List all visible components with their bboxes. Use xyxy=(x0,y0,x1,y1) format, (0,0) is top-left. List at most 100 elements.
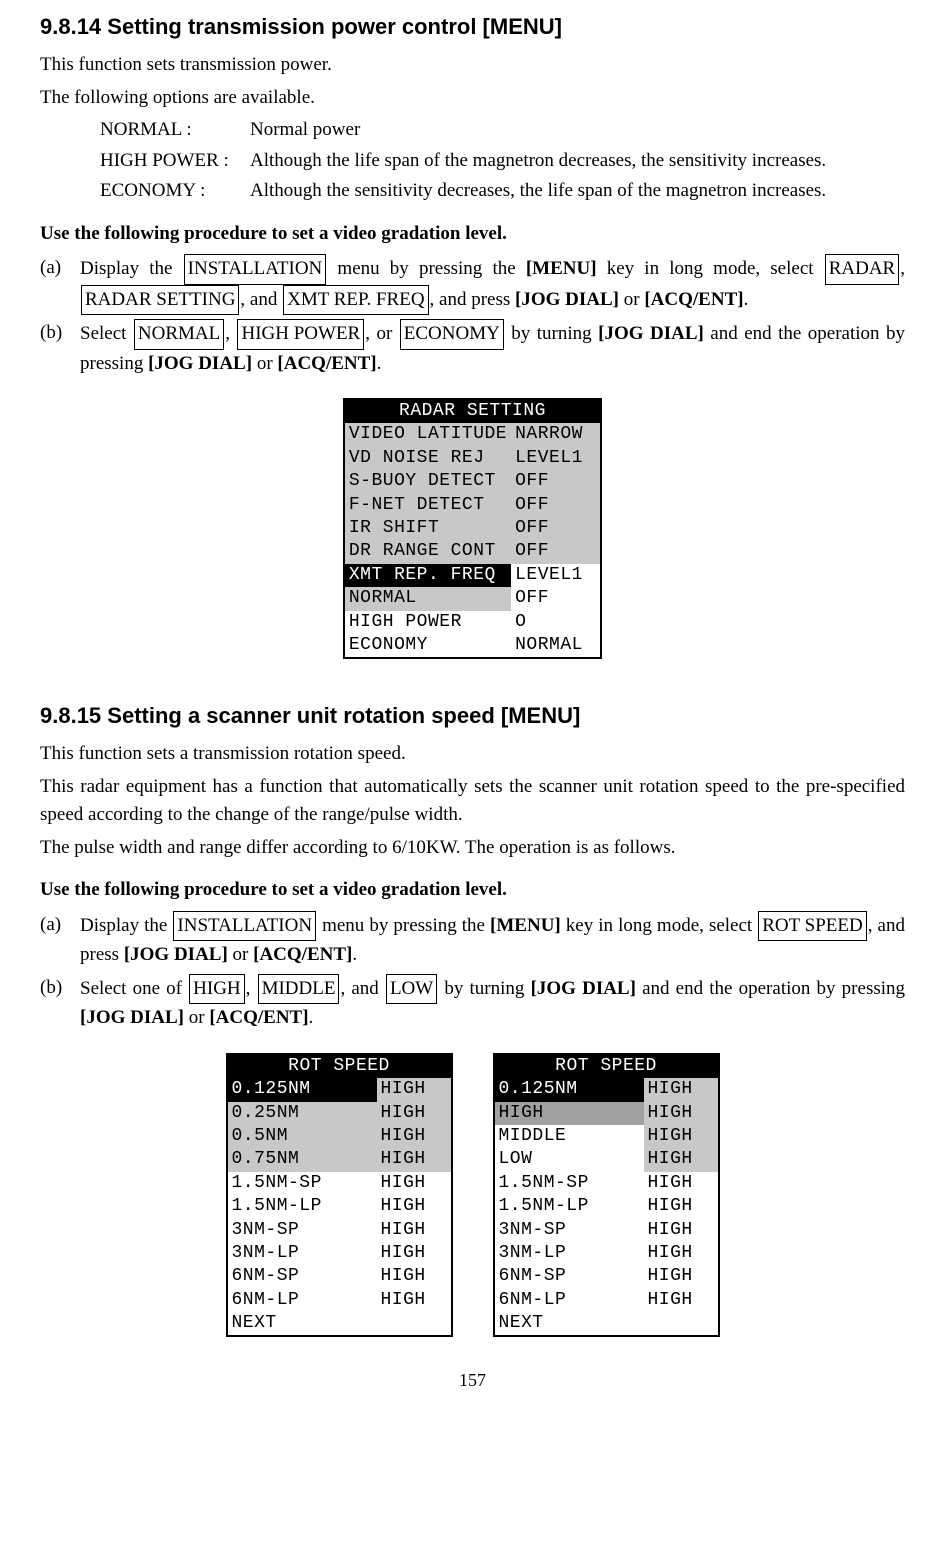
table-cell: 1.5NM-SP xyxy=(227,1172,377,1195)
step-text: Select one of HIGH, MIDDLE, and LOW by t… xyxy=(80,974,905,1033)
key-ref: [MENU] xyxy=(490,915,561,936)
intro-text: The pulse width and range differ accordi… xyxy=(40,834,905,863)
option-label: ECONOMY : xyxy=(100,177,250,206)
table-row: ECONOMYNORMAL xyxy=(344,634,601,658)
table-cell: NARROW xyxy=(511,423,601,446)
step-row: (b) Select NORMAL, HIGH POWER, or ECONOM… xyxy=(40,319,905,378)
menu-box: ROT SPEED xyxy=(758,911,866,942)
table-row: 1.5NM-LPHIGH xyxy=(494,1195,719,1218)
table-cell: VIDEO LATITUDE xyxy=(344,423,511,446)
intro-text: The following options are available. xyxy=(40,84,905,113)
table-cell: 1.5NM-LP xyxy=(227,1195,377,1218)
table-cell: 0.125NM xyxy=(227,1078,377,1101)
table-header: ROT SPEED xyxy=(227,1054,452,1078)
step-text: Select NORMAL, HIGH POWER, or ECONOMY by… xyxy=(80,319,905,378)
table-cell: 0.75NM xyxy=(227,1148,377,1171)
step-row: (a) Display the INSTALLATION menu by pre… xyxy=(40,254,905,315)
menu-box: LOW xyxy=(386,974,437,1005)
table-row: NEXT xyxy=(227,1312,452,1336)
table-row: 6NM-SPHIGH xyxy=(227,1265,452,1288)
table-cell: 3NM-SP xyxy=(494,1219,644,1242)
step-text: Display the INSTALLATION menu by pressin… xyxy=(80,254,905,315)
table-cell: NEXT xyxy=(227,1312,377,1336)
menu-box: HIGH xyxy=(189,974,245,1005)
intro-text: This radar equipment has a function that… xyxy=(40,773,905,830)
section-title-2: 9.8.15 Setting a scanner unit rotation s… xyxy=(40,699,905,732)
table-row: 0.125NMHIGH xyxy=(494,1078,719,1101)
table-row: 0.125NMHIGH xyxy=(227,1078,452,1101)
table-cell: HIGH xyxy=(377,1125,452,1148)
key-ref: [JOG DIAL] xyxy=(80,1007,184,1028)
table-row: 1.5NM-LPHIGH xyxy=(227,1195,452,1218)
table-cell: 6NM-SP xyxy=(227,1265,377,1288)
step-label: (b) xyxy=(40,974,80,1033)
table-cell: O xyxy=(511,611,601,634)
table-row: 0.5NMHIGH xyxy=(227,1125,452,1148)
key-ref: [MENU] xyxy=(526,258,597,279)
step-label: (a) xyxy=(40,254,80,315)
table-header: ROT SPEED xyxy=(494,1054,719,1078)
table-cell: HIGH xyxy=(644,1219,719,1242)
table-cell: LOW xyxy=(494,1148,644,1171)
key-ref: [ACQ/ENT] xyxy=(253,944,352,965)
table-cell: HIGH xyxy=(377,1195,452,1218)
table-cell: HIGH xyxy=(377,1078,452,1101)
table-row: 0.75NMHIGH xyxy=(227,1148,452,1171)
table-row: F-NET DETECTOFF xyxy=(344,494,601,517)
table-cell: HIGH xyxy=(377,1219,452,1242)
key-ref: [JOG DIAL] xyxy=(598,323,704,344)
table-cell: HIGH xyxy=(644,1148,719,1171)
table-cell: 1.5NM-LP xyxy=(494,1195,644,1218)
table-cell: OFF xyxy=(511,494,601,517)
key-ref: [JOG DIAL] xyxy=(148,353,252,374)
table-cell: 3NM-LP xyxy=(227,1242,377,1265)
table-cell: HIGH xyxy=(644,1102,719,1125)
table-row: DR RANGE CONTOFF xyxy=(344,540,601,563)
table-row: MIDDLEHIGH xyxy=(494,1125,719,1148)
table-cell: HIGH xyxy=(644,1242,719,1265)
table-row: 6NM-LPHIGH xyxy=(227,1289,452,1312)
rot-speed-table-1: ROT SPEED 0.125NMHIGH0.25NMHIGH0.5NMHIGH… xyxy=(226,1053,453,1338)
menu-box: ECONOMY xyxy=(400,319,504,350)
table-cell: LEVEL1 xyxy=(511,447,601,470)
table-cell: LEVEL1 xyxy=(511,564,601,587)
table-cell: HIGH xyxy=(377,1148,452,1171)
option-list: NORMAL : Normal power HIGH POWER : Altho… xyxy=(100,116,905,206)
table-cell: NORMAL xyxy=(511,634,601,658)
intro-text: This function sets a transmission rotati… xyxy=(40,740,905,769)
table-row: HIGH POWERO xyxy=(344,611,601,634)
key-ref: [JOG DIAL] xyxy=(515,289,619,310)
key-ref: [ACQ/ENT] xyxy=(277,353,376,374)
table-row: LOWHIGH xyxy=(494,1148,719,1171)
table-header: RADAR SETTING xyxy=(344,399,601,423)
table-cell: 1.5NM-SP xyxy=(494,1172,644,1195)
table-cell: HIGH xyxy=(377,1172,452,1195)
table-row: VIDEO LATITUDENARROW xyxy=(344,423,601,446)
menu-box: NORMAL xyxy=(134,319,224,350)
table-cell: 0.25NM xyxy=(227,1102,377,1125)
table-cell xyxy=(377,1312,452,1336)
table-row: 3NM-SPHIGH xyxy=(227,1219,452,1242)
rot-speed-tables: ROT SPEED 0.125NMHIGH0.25NMHIGH0.5NMHIGH… xyxy=(40,1053,905,1338)
procedure-title: Use the following procedure to set a vid… xyxy=(40,220,905,249)
key-ref: [JOG DIAL] xyxy=(531,978,636,999)
option-desc: Although the sensitivity decreases, the … xyxy=(250,177,905,206)
table-cell: 6NM-LP xyxy=(494,1289,644,1312)
rot-speed-table-2: ROT SPEED 0.125NMHIGHHIGHHIGHMIDDLEHIGHL… xyxy=(493,1053,720,1338)
table-cell: XMT REP. FREQ xyxy=(344,564,511,587)
table-row: 1.5NM-SPHIGH xyxy=(227,1172,452,1195)
table-cell: OFF xyxy=(511,540,601,563)
table-cell: HIGH xyxy=(644,1265,719,1288)
procedure-title: Use the following procedure to set a vid… xyxy=(40,876,905,905)
table-row: 6NM-LPHIGH xyxy=(494,1289,719,1312)
table-cell: IR SHIFT xyxy=(344,517,511,540)
table-row: 3NM-LPHIGH xyxy=(494,1242,719,1265)
option-desc: Normal power xyxy=(250,116,905,145)
table-cell: HIGH xyxy=(644,1078,719,1101)
option-label: NORMAL : xyxy=(100,116,250,145)
page-number: 157 xyxy=(40,1367,905,1394)
table-cell xyxy=(644,1312,719,1336)
table-cell: S-BUOY DETECT xyxy=(344,470,511,493)
step-row: (a) Display the INSTALLATION menu by pre… xyxy=(40,911,905,970)
table-cell: HIGH xyxy=(644,1289,719,1312)
